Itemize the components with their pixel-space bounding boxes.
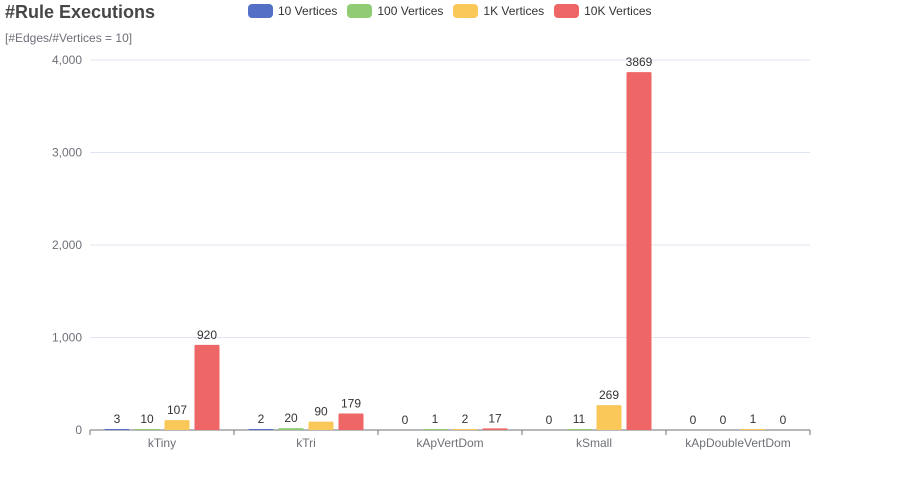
- bar: [134, 429, 160, 430]
- y-tick-label: 0: [75, 423, 82, 437]
- bar-data-label: 920: [197, 328, 217, 342]
- bar-data-label: 269: [599, 388, 619, 402]
- bar-data-label: 2: [462, 412, 469, 426]
- bar: [422, 429, 448, 430]
- bar: [626, 72, 652, 431]
- y-tick-label: 3,000: [52, 146, 82, 160]
- bar: [740, 429, 766, 430]
- bar: [596, 405, 622, 430]
- legend-swatch-10-vertices: [248, 4, 273, 18]
- bar: [278, 428, 304, 430]
- bar: [248, 429, 274, 430]
- bar: [164, 420, 190, 430]
- bar-data-label: 0: [402, 413, 409, 427]
- legend-item-100-vertices[interactable]: 100 Vertices: [347, 4, 443, 18]
- legend-item-10-vertices[interactable]: 10 Vertices: [248, 4, 337, 18]
- x-tick-label: kTri: [296, 436, 316, 450]
- legend-item-1k-vertices[interactable]: 1K Vertices: [453, 4, 544, 18]
- bar: [308, 421, 334, 430]
- bar-data-label: 10: [140, 412, 154, 426]
- bar-data-label: 107: [167, 403, 187, 417]
- bar: [482, 428, 508, 430]
- bar-data-label: 1: [432, 412, 439, 426]
- legend-label-10k-vertices: 10K Vertices: [584, 4, 652, 18]
- legend-swatch-10k-vertices: [554, 4, 580, 18]
- bar-data-label: 179: [341, 396, 361, 410]
- bar: [338, 413, 364, 430]
- bar-data-label: 2: [258, 412, 265, 426]
- y-tick-label: 4,000: [52, 53, 82, 67]
- chart-title: #Rule Executions: [5, 2, 156, 22]
- x-tick-label: kApDoubleVertDom: [685, 436, 790, 450]
- bar-data-label: 0: [546, 413, 553, 427]
- legend-swatch-1k-vertices: [453, 4, 479, 18]
- legend-label-100-vertices: 100 Vertices: [377, 4, 444, 18]
- chart-subtitle: [#Edges/#Vertices = 10]: [5, 31, 133, 45]
- legend-item-10k-vertices[interactable]: 10K Vertices: [554, 4, 652, 18]
- bar: [194, 344, 220, 430]
- bar-data-label: 17: [488, 411, 502, 425]
- bar: [104, 429, 130, 430]
- bar-data-label: 1: [750, 412, 757, 426]
- bar: [452, 429, 478, 430]
- bar-data-label: 0: [690, 413, 697, 427]
- bar-data-label: 3869: [626, 55, 653, 69]
- bar-data-label: 0: [780, 413, 787, 427]
- x-tick-label: kTiny: [148, 436, 176, 450]
- x-tick-label: kSmall: [576, 436, 612, 450]
- bar-data-label: 3: [114, 412, 121, 426]
- bar-data-label: 90: [314, 405, 328, 419]
- legend-swatch-100-vertices: [347, 4, 373, 18]
- chart-legend: 10 Vertices 100 Vertices 1K Vertices 10K…: [248, 4, 652, 18]
- legend-label-10-vertices: 10 Vertices: [278, 4, 338, 18]
- y-tick-label: 1,000: [52, 331, 82, 345]
- bar-data-label: 11: [573, 412, 586, 426]
- legend-label-1k-vertices: 1K Vertices: [483, 4, 545, 18]
- bar-data-label: 20: [284, 411, 298, 425]
- bar: [566, 428, 592, 430]
- x-tick-label: kApVertDom: [416, 436, 483, 450]
- y-tick-label: 2,000: [52, 238, 82, 252]
- bar-data-label: 0: [720, 413, 727, 427]
